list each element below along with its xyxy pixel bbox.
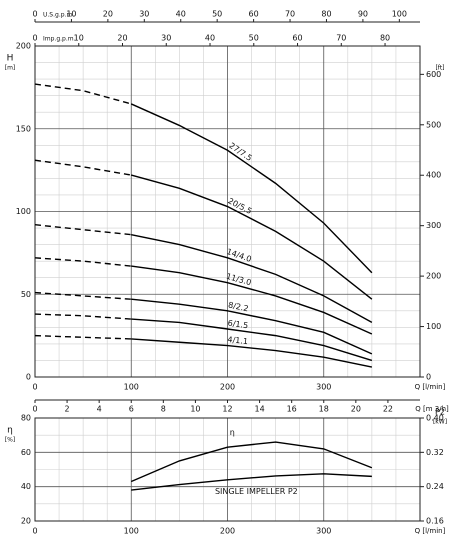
curve — [131, 174, 373, 300]
x-tick-label: 0 — [32, 383, 37, 392]
y2-axis-unit: [ft] — [435, 65, 444, 72]
curve — [131, 265, 373, 335]
top-axis-tick-label: 100 — [392, 10, 407, 19]
top-axis-tick-label: 50 — [212, 10, 222, 19]
top-axis-tick-label: 80 — [380, 34, 390, 43]
y2-tick-label: 0.32 — [426, 448, 444, 457]
top-axis-tick-label: 40 — [176, 10, 186, 19]
curve-label: 6/1.5 — [227, 319, 249, 331]
top-axis-tick-label: 0 — [32, 34, 37, 43]
bottom-axis-tick-label: 12 — [222, 405, 232, 414]
bottom-axis-tick-label: 4 — [97, 405, 102, 414]
top-axis-tick-label: 60 — [249, 10, 259, 19]
x-tick-label: 200 — [220, 527, 235, 536]
y-tick-label: 150 — [16, 124, 31, 133]
y2-tick-label: 400 — [426, 171, 441, 180]
y2-tick-label: 200 — [426, 272, 441, 281]
curve-extrapolated — [34, 257, 132, 267]
curve-extrapolated — [34, 291, 132, 300]
x-tick-label: 100 — [124, 383, 139, 392]
top-axis-tick-label: 20 — [103, 10, 113, 19]
y-tick-label: 40 — [21, 482, 31, 491]
curve — [130, 441, 373, 483]
top-axis-tick-label: 10 — [74, 34, 84, 43]
bottom-axis-tick-label: 14 — [254, 405, 264, 414]
curve — [131, 298, 373, 355]
y-tick-label: 20 — [21, 517, 31, 526]
top-axis-tick-label: 60 — [292, 34, 302, 43]
y-axis-unit: [m] — [5, 65, 16, 72]
bottom-axis-tick-label: 8 — [161, 405, 166, 414]
bottom-axis-tick-label: 20 — [351, 405, 361, 414]
top-axis-tick-label: 30 — [161, 34, 171, 43]
x-tick-label: 200 — [220, 383, 235, 392]
top-axis-tick-label: 70 — [285, 10, 295, 19]
top-axis-tick-label: 40 — [205, 34, 215, 43]
y2-axis-unit: [kW] — [433, 419, 447, 426]
y2-tick-label: 100 — [426, 322, 441, 331]
curve-label: 4/1.1 — [227, 335, 248, 346]
bottom-axis-tick-label: 18 — [319, 405, 329, 414]
top-axis-tick-label: 70 — [336, 34, 346, 43]
y-tick-label: 80 — [21, 414, 31, 423]
y2-tick-label: 0.16 — [426, 517, 444, 526]
y-tick-label: 200 — [16, 42, 31, 51]
x-tick-label: 100 — [124, 527, 139, 536]
curve-extrapolated — [34, 83, 132, 105]
bottom-axis-label: Q [m 3/h] — [415, 405, 449, 413]
top-axis-label: U.S.g.p.m. — [43, 12, 74, 19]
y-tick-label: 60 — [21, 448, 31, 457]
bottom-axis-tick-label: 6 — [129, 405, 134, 414]
bottom-axis-tick-label: 0 — [32, 405, 37, 414]
curve-extrapolated — [34, 334, 132, 340]
x-axis-label: Q [l/min] — [415, 527, 446, 535]
curve — [131, 338, 373, 368]
top-axis-tick-label: 10 — [66, 10, 76, 19]
y2-tick-label: 300 — [426, 221, 441, 230]
y2-tick-label: 0.24 — [426, 482, 444, 491]
x-axis-label: Q [l/min] — [415, 383, 446, 391]
bottom-axis-tick-label: 22 — [383, 405, 393, 414]
curve-label: SINGLE IMPELLER P2 — [215, 487, 298, 496]
y2-axis-label: P2 — [435, 408, 445, 417]
bottom-axis-tick-label: 16 — [287, 405, 297, 414]
curve-extrapolated — [34, 313, 132, 320]
top-axis-tick-label: 80 — [321, 10, 331, 19]
top-axis-tick-label: 20 — [117, 34, 127, 43]
y-axis-unit: [%] — [5, 437, 15, 444]
y2-tick-label: 0 — [426, 373, 431, 382]
y-tick-label: 100 — [16, 207, 31, 216]
plot-frame — [34, 417, 421, 522]
top-axis-tick-label: 0 — [32, 10, 37, 19]
y-tick-label: 50 — [21, 290, 31, 299]
top-axis-label: Imp.g.p.m. — [43, 36, 76, 43]
x-tick-label: 300 — [316, 527, 331, 536]
curve-label: 11/3.0 — [225, 272, 252, 287]
top-axis-tick-label: 30 — [139, 10, 149, 19]
y-axis-label: H — [7, 54, 14, 64]
curve-extrapolated — [34, 224, 132, 236]
y2-tick-label: 600 — [426, 70, 441, 79]
y-tick-label: 0 — [26, 373, 31, 382]
curve — [131, 233, 373, 323]
y2-tick-label: 500 — [426, 120, 441, 129]
curve-label: η — [230, 428, 235, 437]
curve — [130, 103, 373, 274]
curve-label: 8/2.2 — [227, 300, 249, 313]
curve — [131, 473, 372, 491]
x-tick-label: 0 — [32, 527, 37, 536]
curve-extrapolated — [34, 159, 132, 176]
y2-tick-label: 0.40 — [426, 414, 444, 423]
top-axis-tick-label: 90 — [358, 10, 368, 19]
bottom-axis-tick-label: 2 — [65, 405, 70, 414]
top-axis-tick-label: 50 — [249, 34, 259, 43]
y-axis-label: η — [7, 426, 13, 436]
curve — [131, 318, 373, 362]
bottom-axis-tick-label: 10 — [190, 405, 200, 414]
x-tick-label: 300 — [316, 383, 331, 392]
